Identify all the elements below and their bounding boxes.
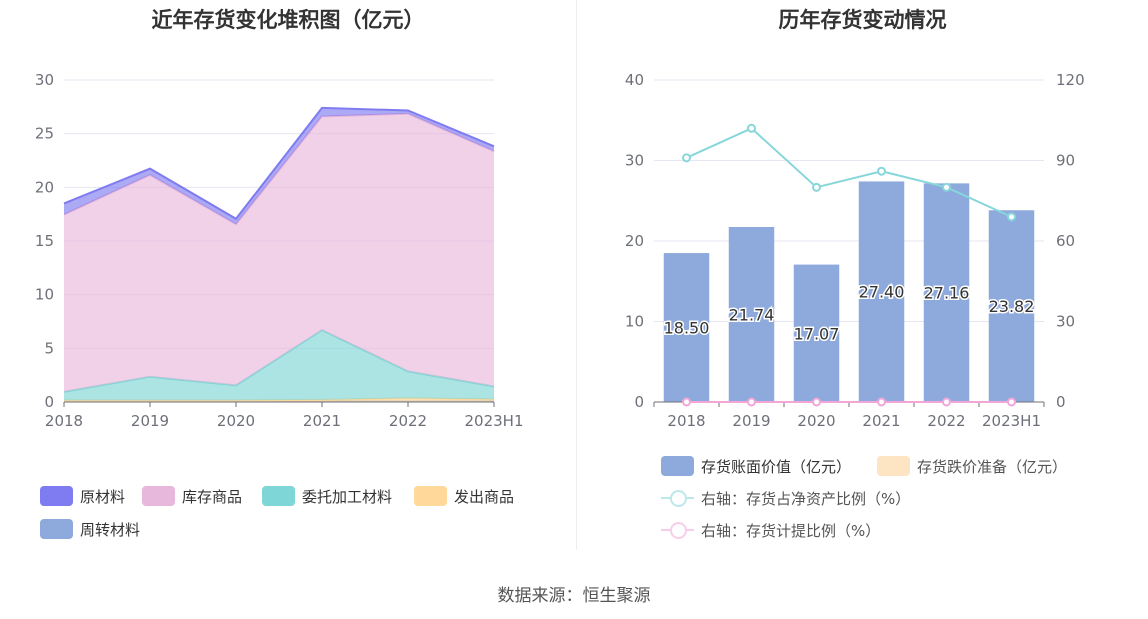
x-tick-label: 2023H1 [465,412,524,430]
line-point [1007,397,1016,407]
legend-swatch-finished-goods [142,486,175,506]
legend-swatch-goods-shipped [414,486,447,506]
line-series [686,127,1012,218]
stacked-area-chart: 0 5 10 15 20 25 30 2018 2019 2020 2021 2022 2023H1 [35,71,524,430]
legend-item-impairment-reserve[interactable]: 存货跌价准备（亿元） [877,455,1067,477]
line-point [942,182,951,192]
y-tick-label: 15 [35,232,54,250]
legend-item-provision-ratio[interactable]: 右轴：存货计提比例（%） [661,519,880,541]
y-tick-label: 5 [44,339,54,357]
bar [858,181,905,402]
x-tick-label: 2019 [131,412,169,430]
y-tick-label: 30 [35,71,54,89]
data-source-note: 数据来源：恒生聚源 [497,586,651,606]
legend-line-swatch-provision-ratio [661,520,694,540]
legend-line-swatch-net-asset-ratio [661,488,694,508]
line-point [877,397,886,407]
x-tick-label: 2021 [303,412,341,430]
x-tick-label: 2023H1 [982,412,1041,430]
area-series-line [63,106,495,221]
x-tick-label: 2020 [217,412,255,430]
line-point [942,397,951,407]
stacked-area-chart-panel: 近年存货变化堆积图（亿元） 0 5 10 15 20 25 30 2018 2019 2020 20… [0,0,576,550]
bar-data-label: 18.50 [664,319,710,338]
y-tick-label: 25 [35,125,54,143]
y-tick-label: 10 [35,286,54,304]
legend-item-goods-shipped[interactable]: 发出商品 [414,485,514,507]
legend-swatch-raw-materials [40,486,73,506]
bar [988,210,1035,402]
area-series [64,330,494,401]
y-tick-label: 0 [44,393,54,411]
legend-label: 委托加工材料 [302,487,393,506]
left-chart-title: 近年存货变化堆积图（亿元） [151,8,425,32]
y-tick-label: 40 [625,71,644,89]
legend-swatch-consigned-processing [262,486,295,506]
panel-divider [576,0,577,550]
bar-line-chart-panel: 历年存货变动情况 0 10 20 30 40 0 30 60 90 120 2018 2019 2020… [577,0,1148,550]
line-point [682,153,691,163]
bar-data-label: 27.16 [924,284,970,303]
line-point [1007,212,1016,222]
area-series [64,107,494,225]
y-tick-label: 20 [625,232,644,250]
x-tick-label: 2018 [45,412,83,430]
x-tick-label: 2019 [732,412,770,430]
legend-item-consigned-processing[interactable]: 委托加工材料 [262,485,392,507]
bar [923,183,970,402]
legend-swatch-impairment-reserve [877,456,910,476]
legend-label: 库存商品 [182,487,243,506]
legend-label: 存货账面价值（亿元） [701,457,852,476]
line-point [747,397,756,407]
bar [663,253,710,402]
y2-tick-label: 120 [1056,71,1085,89]
bar [793,264,840,402]
legend-label: 右轴：存货占净资产比例（%） [701,489,911,508]
line-point [877,166,886,176]
legend-swatch-turnover-materials [40,519,73,539]
y2-tick-label: 60 [1056,232,1075,250]
y-tick-label: 10 [625,313,644,331]
y2-tick-label: 90 [1056,152,1075,170]
legend-item-inventory-book-value[interactable]: 存货账面价值（亿元） [661,455,851,477]
y-tick-label: 20 [35,178,54,196]
legend-label: 周转材料 [80,520,141,539]
line-point [812,397,821,407]
legend-label: 存货跌价准备（亿元） [917,457,1068,476]
area-series [64,113,494,392]
bar-data-label: 23.82 [989,297,1035,316]
x-tick-label: 2020 [797,412,835,430]
line-point [682,397,691,407]
legend-item-raw-materials[interactable]: 原材料 [40,485,125,507]
x-tick-label: 2022 [389,412,427,430]
legend-label: 原材料 [80,487,126,506]
y2-tick-label: 0 [1056,393,1066,411]
legend-item-turnover-materials[interactable]: 周转材料 [40,518,140,540]
legend-item-finished-goods[interactable]: 库存商品 [142,485,242,507]
line-point [747,123,756,133]
line-point [812,182,821,192]
y-tick-label: 30 [625,152,644,170]
right-chart-title: 历年存货变动情况 [778,8,947,32]
bar-data-label: 27.40 [859,283,905,302]
legend-item-inventory-net-asset-ratio[interactable]: 右轴：存货占净资产比例（%） [661,487,910,509]
x-tick-label: 2018 [667,412,705,430]
bar-line-chart: 0 10 20 30 40 0 30 60 90 120 2018 2019 2020 2021 2022 2… [625,71,1085,430]
bar-data-label: 21.74 [729,305,775,324]
y2-tick-label: 30 [1056,313,1075,331]
legend-label: 右轴：存货计提比例（%） [701,521,881,540]
bar [728,226,775,402]
legend-swatch-inventory-book-value [661,456,694,476]
bar-data-label: 17.07 [794,324,840,343]
y-tick-label: 0 [634,393,644,411]
x-tick-label: 2022 [927,412,965,430]
legend-label: 发出商品 [454,487,515,506]
x-tick-label: 2021 [862,412,900,430]
